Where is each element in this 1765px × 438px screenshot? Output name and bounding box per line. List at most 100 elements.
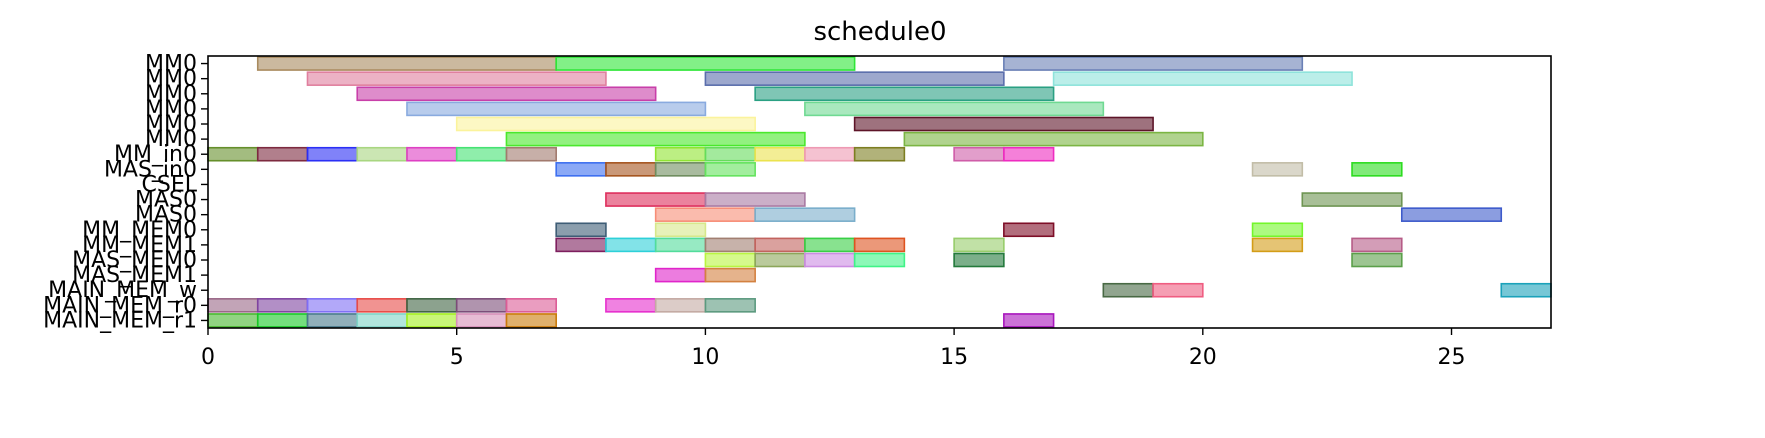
task-bar bbox=[406, 313, 458, 328]
task-bar bbox=[1052, 71, 1353, 86]
task-bar bbox=[804, 237, 856, 253]
task-bars bbox=[207, 56, 1552, 328]
task-bar bbox=[505, 313, 557, 328]
task-bar bbox=[654, 222, 707, 238]
y-tick-label: CSEL bbox=[142, 172, 198, 197]
x-tick-label: 10 bbox=[691, 345, 719, 370]
task-bar bbox=[356, 298, 408, 313]
task-bar bbox=[505, 146, 557, 162]
task-bar bbox=[555, 162, 607, 177]
task-bar bbox=[406, 298, 458, 313]
task-bar bbox=[654, 237, 707, 253]
task-bar bbox=[754, 86, 1055, 102]
x-tick-label: 25 bbox=[1438, 345, 1466, 370]
task-bar bbox=[654, 207, 756, 222]
y-tick-label: MM0 bbox=[145, 127, 197, 152]
y-tick-label: MAS_MEM1 bbox=[72, 263, 197, 288]
task-bar bbox=[1351, 237, 1403, 253]
y-tick-label: MM0 bbox=[145, 112, 197, 137]
task-bar bbox=[1152, 282, 1204, 298]
task-bar bbox=[754, 252, 806, 268]
task-bar bbox=[704, 237, 756, 253]
y-tick-label: MM0 bbox=[145, 82, 197, 107]
task-bar bbox=[256, 298, 309, 313]
y-tick-label: MAS_MEM0 bbox=[72, 248, 197, 273]
task-bar bbox=[804, 252, 856, 268]
task-bar bbox=[256, 146, 309, 162]
task-bar bbox=[953, 237, 1005, 253]
task-bar bbox=[654, 298, 707, 313]
y-tick-label: MAS_in0 bbox=[104, 157, 197, 182]
y-tick-label: MAS0 bbox=[135, 203, 197, 228]
task-bar bbox=[704, 192, 806, 207]
task-bar bbox=[455, 146, 508, 162]
task-bar bbox=[903, 131, 1204, 147]
y-tick-label: MM0 bbox=[145, 97, 197, 122]
task-bar bbox=[654, 267, 707, 283]
task-bar bbox=[1251, 162, 1304, 177]
task-bar bbox=[704, 298, 756, 313]
task-bar bbox=[605, 192, 707, 207]
task-bar bbox=[1251, 222, 1304, 238]
task-bar bbox=[853, 116, 1154, 132]
task-bar bbox=[704, 252, 756, 268]
task-bar bbox=[804, 146, 856, 162]
task-bar bbox=[555, 222, 607, 238]
task-bar bbox=[306, 71, 607, 86]
task-bar bbox=[1251, 237, 1304, 253]
y-tick-label: MM_in0 bbox=[114, 142, 197, 167]
task-bar bbox=[605, 162, 657, 177]
task-bar bbox=[306, 146, 359, 162]
task-bar bbox=[1003, 222, 1055, 238]
task-bar bbox=[754, 207, 856, 222]
task-bar bbox=[953, 146, 1005, 162]
task-bar bbox=[1003, 146, 1055, 162]
task-bar bbox=[256, 313, 309, 328]
task-bar bbox=[754, 237, 806, 253]
y-tick-label: MAS0 bbox=[135, 188, 197, 213]
task-bar bbox=[704, 71, 1005, 86]
y-tick-label: MM0 bbox=[145, 52, 197, 77]
task-bar bbox=[654, 146, 707, 162]
task-bar bbox=[505, 298, 557, 313]
task-bar bbox=[306, 298, 359, 313]
task-bar bbox=[704, 267, 756, 283]
task-bar bbox=[853, 146, 906, 162]
task-bar bbox=[605, 237, 657, 253]
y-tick-label: MM_MEM0 bbox=[82, 218, 197, 243]
task-bar bbox=[1003, 313, 1055, 328]
task-bar bbox=[256, 56, 557, 71]
task-bar bbox=[953, 252, 1005, 268]
y-tick-label: MAIN_MEM_w bbox=[48, 278, 197, 303]
task-bar bbox=[505, 131, 806, 147]
task-bar bbox=[804, 101, 1105, 117]
task-bar bbox=[1102, 282, 1154, 298]
y-tick-label: MM_MEM1 bbox=[82, 233, 197, 258]
task-bar bbox=[704, 162, 756, 177]
task-bar bbox=[654, 162, 707, 177]
chart-title: schedule0 bbox=[813, 17, 946, 47]
task-bar bbox=[207, 313, 259, 328]
task-bar bbox=[356, 313, 408, 328]
task-bar bbox=[1351, 162, 1403, 177]
x-tick-label: 20 bbox=[1189, 345, 1217, 370]
plot-frame bbox=[207, 55, 1552, 329]
task-bar bbox=[1400, 207, 1503, 222]
task-bar bbox=[754, 146, 806, 162]
task-bar bbox=[1500, 282, 1552, 298]
task-bar bbox=[455, 116, 756, 132]
task-bar bbox=[356, 146, 408, 162]
task-bar bbox=[1003, 56, 1304, 71]
task-bar bbox=[455, 298, 508, 313]
task-bar bbox=[306, 313, 359, 328]
x-tick-label: 5 bbox=[450, 345, 464, 370]
y-tick-label: MM0 bbox=[145, 67, 197, 92]
task-bar bbox=[406, 146, 458, 162]
task-bar bbox=[605, 298, 657, 313]
task-bar bbox=[207, 146, 259, 162]
task-bar bbox=[1351, 252, 1403, 268]
y-axis: MM0MM0MM0MM0MM0MM0MM_in0MAS_in0CSELMAS0M… bbox=[43, 52, 208, 333]
task-bar bbox=[455, 313, 508, 328]
task-bar bbox=[406, 101, 707, 117]
